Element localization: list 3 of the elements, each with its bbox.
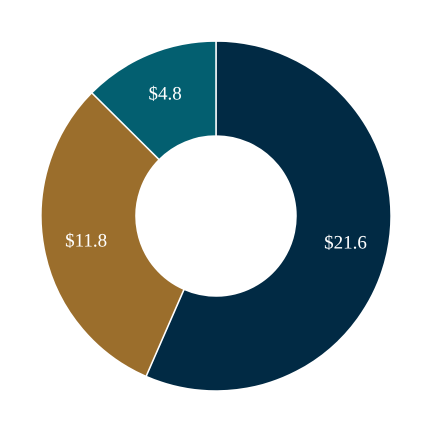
data-label: $21.6 (324, 232, 367, 254)
data-label: $11.8 (65, 230, 108, 252)
data-label: $4.8 (148, 83, 182, 104)
